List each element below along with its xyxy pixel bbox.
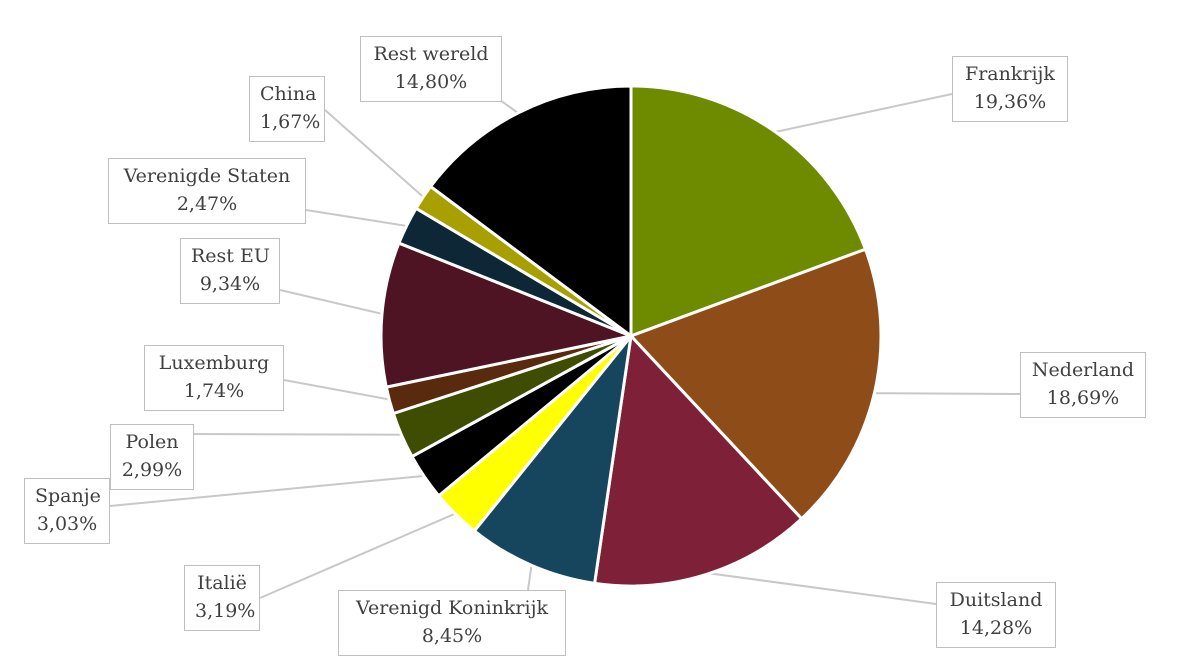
data-label-name: China bbox=[260, 83, 317, 105]
leader-line bbox=[324, 109, 426, 200]
pie-slice-duitsland bbox=[593, 334, 804, 588]
data-label: Verenigd Koninkrijk 8,45% bbox=[338, 590, 566, 656]
leader-lines bbox=[109, 93, 1021, 605]
leader-line bbox=[259, 511, 458, 599]
leader-line bbox=[283, 379, 392, 401]
pie-slice-verenigd-koninkrijk bbox=[472, 334, 633, 585]
data-label-value: 19,36% bbox=[973, 91, 1047, 113]
pie-slice-rest-eu bbox=[379, 241, 633, 389]
data-label-name: Rest EU bbox=[191, 245, 270, 267]
leader-line bbox=[109, 474, 427, 507]
data-label: Luxemburg 1,74% bbox=[144, 345, 284, 411]
data-label-name: Rest wereld bbox=[373, 43, 489, 65]
data-label-value: 14,28% bbox=[959, 617, 1033, 639]
pie-slice-rest-wereld bbox=[429, 84, 633, 338]
data-label-name: Italië bbox=[197, 572, 247, 594]
pie-slice-frankrijk bbox=[629, 84, 867, 338]
data-label-name: Frankrijk bbox=[965, 63, 1055, 85]
data-label-value: 3,19% bbox=[195, 600, 256, 622]
leader-line bbox=[193, 433, 404, 436]
pie-slices bbox=[379, 84, 883, 588]
data-label: Duitsland 14,28% bbox=[936, 582, 1056, 648]
data-label-name: Luxemburg bbox=[158, 352, 270, 374]
leader-line bbox=[772, 93, 953, 134]
data-label-value: 8,45% bbox=[421, 625, 483, 647]
data-label-name: Duitsland bbox=[949, 589, 1043, 611]
leader-line bbox=[279, 289, 385, 316]
data-label-value: 14,80% bbox=[394, 71, 468, 93]
data-label: Nederland 18,69% bbox=[1020, 352, 1146, 418]
data-label: Spanje 3,03% bbox=[24, 478, 110, 544]
data-label-value: 18,69% bbox=[1046, 387, 1120, 409]
data-label: Rest wereld 14,80% bbox=[360, 36, 502, 102]
data-label-name: Verenigd Koninkrijk bbox=[356, 597, 548, 619]
data-label: Verenigde Staten 2,47% bbox=[108, 158, 306, 224]
data-label: Rest EU 9,34% bbox=[180, 238, 280, 304]
leader-line bbox=[872, 392, 1021, 395]
data-label-value: 2,47% bbox=[176, 193, 238, 215]
data-label-value: 9,34% bbox=[199, 273, 261, 295]
data-label-value: 2,99% bbox=[121, 459, 183, 481]
leader-line bbox=[499, 99, 521, 116]
data-label-name: Polen bbox=[125, 431, 179, 453]
data-label: China 1,67% bbox=[249, 76, 325, 142]
data-label-name: Verenigde Staten bbox=[123, 165, 291, 187]
data-label: Italië 3,19% bbox=[184, 565, 260, 631]
data-label: Polen 2,99% bbox=[110, 424, 194, 490]
data-label-value: 3,03% bbox=[36, 513, 98, 535]
data-label-value: 1,67% bbox=[260, 111, 321, 133]
leader-line bbox=[704, 571, 937, 605]
data-label: Frankrijk 19,36% bbox=[952, 56, 1068, 122]
data-label-value: 1,74% bbox=[183, 380, 245, 402]
data-label-name: Spanje bbox=[35, 485, 101, 507]
leader-line bbox=[527, 563, 533, 591]
leader-line bbox=[305, 209, 409, 228]
data-label-name: Nederland bbox=[1031, 359, 1135, 381]
pie-slice-nederland bbox=[629, 247, 883, 521]
